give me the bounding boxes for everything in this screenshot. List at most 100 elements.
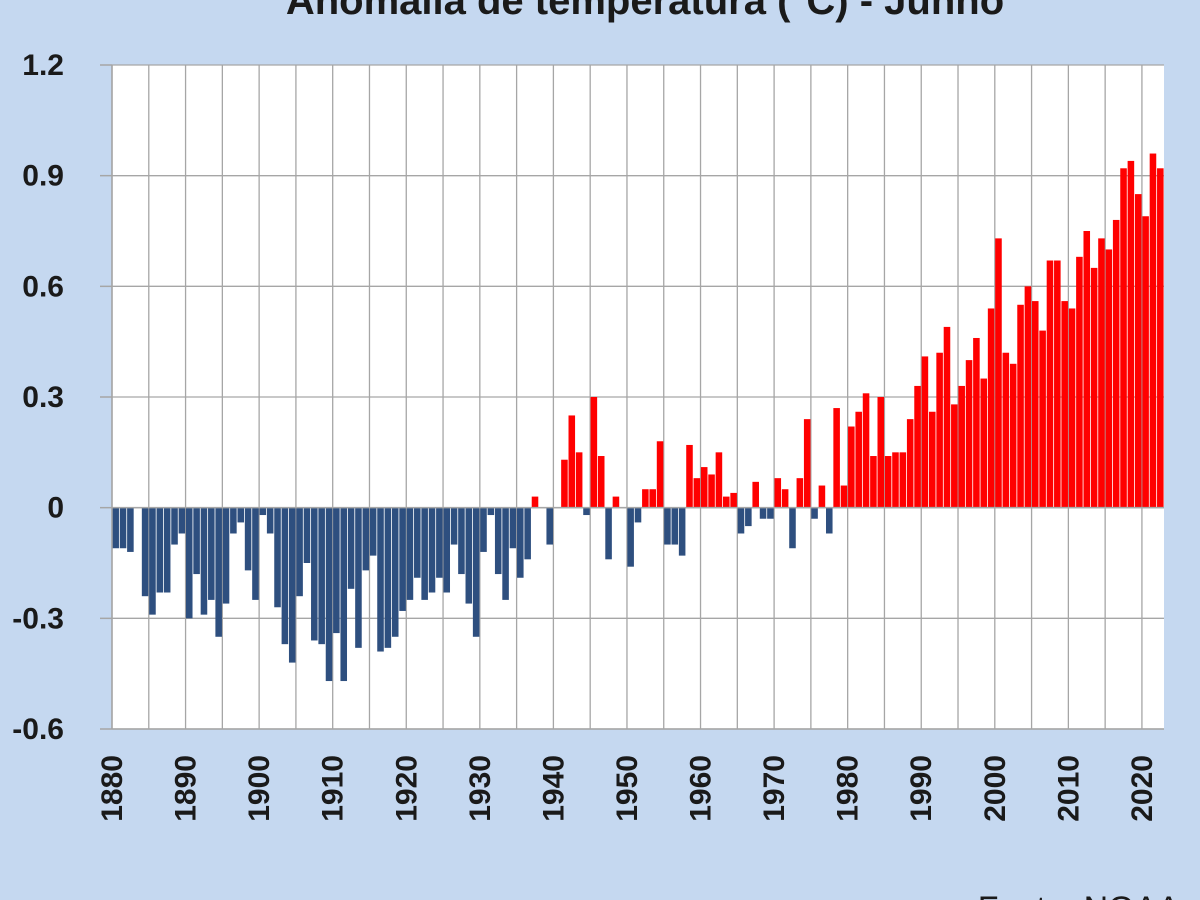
bar-1970 xyxy=(774,478,782,508)
bar-1975 xyxy=(811,507,818,519)
y-tick-label: -0.6 xyxy=(12,713,64,746)
bar-2001 xyxy=(1002,352,1010,508)
bar-1992 xyxy=(936,352,943,508)
bar-1939 xyxy=(546,507,553,545)
bar-2015 xyxy=(1105,249,1113,508)
bar-1896 xyxy=(230,507,237,534)
bar-1961 xyxy=(708,474,715,508)
bar-2022 xyxy=(1157,168,1164,508)
bar-1922 xyxy=(421,507,428,600)
bar-1891 xyxy=(193,507,200,575)
bar-1915 xyxy=(369,507,377,556)
bar-2013 xyxy=(1090,267,1098,508)
y-tick-label: 1.2 xyxy=(22,49,64,82)
bar-1909 xyxy=(325,507,333,682)
bar-1955 xyxy=(664,507,671,545)
bar-2018 xyxy=(1127,160,1135,508)
bar-1934 xyxy=(509,507,517,549)
bar-2002 xyxy=(1009,363,1017,508)
bar-1898 xyxy=(244,507,252,571)
bar-1951 xyxy=(634,507,642,523)
bar-1928 xyxy=(465,507,473,604)
bar-1914 xyxy=(362,507,370,571)
bar-1901 xyxy=(266,507,274,534)
bar-1981 xyxy=(855,411,862,508)
bar-2014 xyxy=(1098,238,1105,508)
x-tick-label: 1920 xyxy=(390,755,423,822)
bar-2005 xyxy=(1031,301,1039,508)
y-tick-label: 0.3 xyxy=(22,381,64,414)
bar-2020 xyxy=(1142,216,1149,508)
bar-1944 xyxy=(583,507,590,516)
bar-1971 xyxy=(781,489,789,508)
bar-1960 xyxy=(700,467,708,508)
bar-1952 xyxy=(642,489,649,508)
bar-1979 xyxy=(840,485,848,508)
bar-1899 xyxy=(252,507,259,600)
bar-1923 xyxy=(428,507,436,593)
x-tick-label: 1880 xyxy=(96,755,129,822)
x-tick-labels: 1880 1890 1900 1910 1920 1930 1940 1950 1960 1970… xyxy=(96,755,1159,822)
bar-1978 xyxy=(833,408,840,508)
bar-1881 xyxy=(119,507,127,549)
bar-1958 xyxy=(686,444,693,508)
bar-1977 xyxy=(825,507,833,534)
bar-2021 xyxy=(1149,153,1157,508)
bar-1894 xyxy=(215,507,222,637)
axes xyxy=(100,64,1164,730)
bar-1942 xyxy=(568,415,576,508)
bar-2016 xyxy=(1112,219,1120,508)
bar-1982 xyxy=(862,393,870,508)
x-tick-label: 1950 xyxy=(611,755,644,822)
bar-1941 xyxy=(561,459,568,508)
bar-1905 xyxy=(296,507,303,597)
bar-1964 xyxy=(730,492,737,508)
bar-1931 xyxy=(487,507,495,516)
bar-1882 xyxy=(127,507,134,552)
bar-2009 xyxy=(1061,301,1068,508)
bar-1974 xyxy=(803,419,811,508)
bar-1984 xyxy=(877,397,885,508)
bar-1989 xyxy=(914,385,921,508)
bar-1892 xyxy=(200,507,208,615)
bar-1926 xyxy=(450,507,458,545)
bar-1990 xyxy=(921,356,929,508)
bar-1946 xyxy=(597,456,605,508)
bar-1936 xyxy=(524,507,531,560)
bar-2010 xyxy=(1068,308,1076,508)
bar-1957 xyxy=(678,507,686,556)
bar-1908 xyxy=(318,507,325,645)
y-tick-label: -0.3 xyxy=(12,602,64,635)
bar-1895 xyxy=(222,507,230,604)
bar-1962 xyxy=(715,452,723,508)
bar-1972 xyxy=(789,507,796,549)
bar-1968 xyxy=(759,507,767,519)
chart-title: Anomalia de temperatura (°C) - Junho xyxy=(286,0,1004,23)
bar-1893 xyxy=(208,507,215,600)
y-tick-label: 0.9 xyxy=(22,160,64,193)
bar-2012 xyxy=(1083,231,1091,508)
bar-2007 xyxy=(1046,260,1054,508)
bar-1917 xyxy=(384,507,392,648)
x-tick-label: 2020 xyxy=(1126,755,1159,822)
bar-1965 xyxy=(737,507,745,534)
bar-1921 xyxy=(414,507,421,578)
bar-1880 xyxy=(112,507,119,549)
bar-1954 xyxy=(656,441,664,508)
bar-1906 xyxy=(303,507,311,563)
bar-2019 xyxy=(1134,194,1142,508)
bar-1983 xyxy=(870,456,877,508)
bar-2008 xyxy=(1054,260,1061,508)
bar-1916 xyxy=(377,507,384,652)
y-tick-label: 0 xyxy=(47,492,64,525)
bar-1897 xyxy=(237,507,245,523)
bar-1925 xyxy=(443,507,451,593)
bar-1953 xyxy=(649,489,656,508)
bar-1920 xyxy=(406,507,414,600)
source-label: Fonte: NOAA xyxy=(978,890,1181,900)
x-tick-label: 1930 xyxy=(464,755,497,822)
bar-1985 xyxy=(884,456,892,508)
bar-1966 xyxy=(745,507,752,527)
bar-1913 xyxy=(355,507,362,648)
